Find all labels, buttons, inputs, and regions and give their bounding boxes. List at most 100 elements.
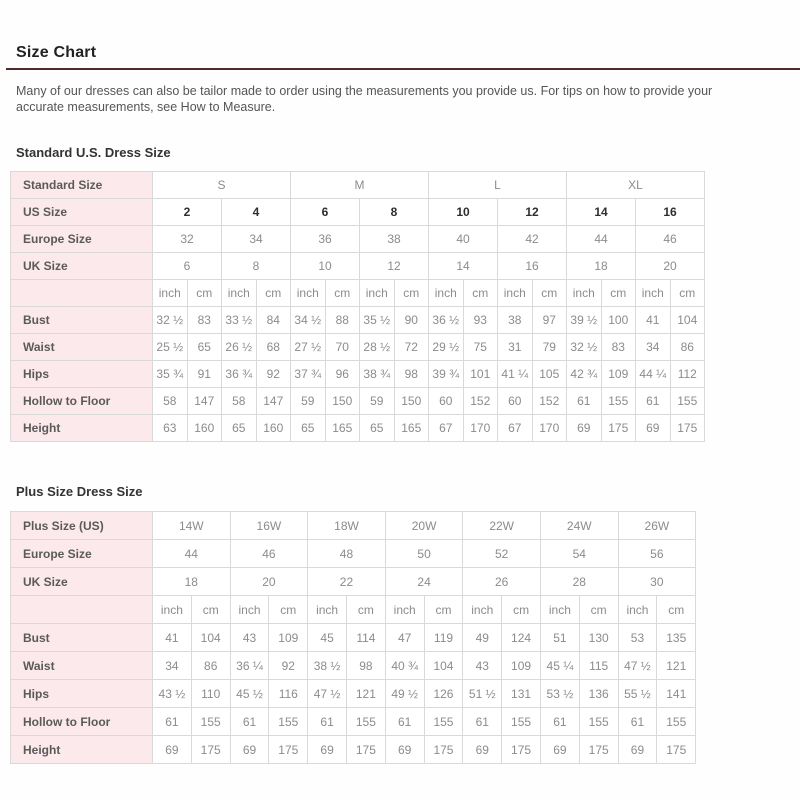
table-cell: 175	[656, 735, 697, 764]
table-cell: 69	[152, 735, 192, 764]
table-cell: 155	[600, 387, 637, 415]
table-cell: 44	[152, 539, 231, 568]
table-cell: inch	[307, 595, 347, 624]
table-cell: inch	[359, 279, 395, 307]
table-cell: 28 ½	[359, 333, 395, 361]
table-cell: 109	[501, 651, 541, 680]
row-label: Bust	[10, 306, 153, 334]
table-cell: 175	[600, 414, 637, 442]
table-cell: 104	[669, 306, 706, 334]
table-cell: 69	[384, 735, 425, 764]
table-cell: 42 ¾	[566, 360, 602, 388]
table-cell: 38 ¾	[359, 360, 395, 388]
table-cell: 10	[428, 198, 499, 226]
table-row: UK Size 6 8 10 12 14 16 18 20	[10, 252, 706, 280]
row-label: Europe Size	[10, 225, 153, 253]
table-cell: 100	[600, 306, 637, 334]
table-cell: 40	[428, 225, 499, 253]
table-cell: 98	[393, 360, 430, 388]
table-row: Hollow to Floor 58 147 58 147 59 150 59 150 60 152…	[10, 387, 706, 415]
table-cell: 67	[428, 414, 464, 442]
table-cell: 26	[462, 567, 541, 596]
table-cell: 175	[268, 735, 309, 764]
table-cell: 61	[617, 707, 658, 736]
table-cell: 69	[229, 735, 270, 764]
table-cell: 32 ½	[152, 306, 188, 334]
row-label: Height	[10, 735, 153, 764]
table-cell: 36 ¾	[221, 360, 257, 388]
page-title: Size Chart	[16, 44, 97, 61]
table-cell: 136	[578, 679, 619, 708]
table-cell: cm	[501, 595, 541, 624]
table-row: Hollow to Floor 61 155 61 155 61 155 61 155 61 155…	[10, 707, 697, 736]
table-cell: 47	[384, 623, 425, 652]
intro-line-2: accurate measurements, see How to Measur…	[16, 99, 791, 115]
table-cell: 38	[359, 225, 430, 253]
table-cell: 175	[578, 735, 619, 764]
how-to-measure-link[interactable]: How to Measure	[180, 100, 272, 114]
intro-paragraph: Many of our dresses can also be tailor m…	[16, 83, 791, 115]
table-cell: 86	[669, 333, 706, 361]
table-cell: 155	[656, 707, 697, 736]
table-cell: 83	[186, 306, 222, 334]
table-cell: 38	[497, 306, 533, 334]
row-label: Standard Size	[10, 171, 153, 199]
table-cell: 155	[578, 707, 619, 736]
table-cell: 115	[578, 651, 619, 680]
table-cell: 69	[539, 735, 580, 764]
table-cell: inch	[428, 279, 464, 307]
table-cell: 110	[190, 679, 231, 708]
table-cell: cm	[656, 595, 697, 624]
table-cell: 24	[384, 567, 464, 596]
table-cell: 69	[307, 735, 347, 764]
table-cell: 121	[345, 679, 386, 708]
table-cell: 16	[635, 198, 706, 226]
table-cell: 53 ½	[539, 679, 580, 708]
table-cell: 56	[617, 539, 697, 568]
table-cell: 105	[531, 360, 568, 388]
table-cell: inch	[152, 279, 188, 307]
table-cell: 28	[539, 567, 619, 596]
table-cell: 58	[152, 387, 188, 415]
table-cell: 150	[324, 387, 361, 415]
table-cell: 8	[359, 198, 430, 226]
table-cell: 54	[539, 539, 619, 568]
table-cell: 116	[268, 679, 309, 708]
table-cell: 155	[190, 707, 231, 736]
table-cell: 42	[497, 225, 568, 253]
table-row: Plus Size (US) 14W 16W 18W 20W 22W 24W 26W	[10, 511, 697, 540]
table-cell: 92	[255, 360, 292, 388]
table-cell: 36 ¼	[229, 651, 270, 680]
standard-size-heading: Standard U.S. Dress Size	[16, 145, 171, 160]
table-cell: 24W	[539, 511, 619, 540]
table-cell: cm	[345, 595, 386, 624]
table-cell: 65	[359, 414, 395, 442]
table-cell: 112	[669, 360, 706, 388]
intro-line-2-prefix: accurate measurements, see	[16, 100, 181, 114]
table-cell: 52	[462, 539, 541, 568]
table-cell: 10	[290, 252, 361, 280]
table-cell: 48	[307, 539, 386, 568]
table-cell: 45 ½	[229, 679, 270, 708]
table-cell: 25 ½	[152, 333, 188, 361]
table-cell: 61	[539, 707, 580, 736]
table-cell: 16W	[229, 511, 309, 540]
intro-line-2-suffix: .	[271, 100, 276, 114]
table-cell: cm	[324, 279, 361, 307]
table-cell: 69	[566, 414, 602, 442]
table-cell: 14	[566, 198, 637, 226]
table-cell: 32	[152, 225, 222, 253]
table-cell: 12	[497, 198, 568, 226]
table-cell: 4	[220, 198, 292, 226]
table-cell: 59	[290, 387, 326, 415]
table-cell: 83	[600, 333, 637, 361]
table-cell: 20	[229, 567, 309, 596]
table-cell: 12	[359, 252, 430, 280]
row-label: Bust	[10, 623, 153, 652]
table-cell: inch	[566, 279, 602, 307]
table-cell: 155	[268, 707, 309, 736]
table-cell: inch	[152, 595, 192, 624]
table-cell: 152	[531, 387, 568, 415]
table-cell: 14	[428, 252, 499, 280]
table-cell: inch	[229, 595, 270, 624]
